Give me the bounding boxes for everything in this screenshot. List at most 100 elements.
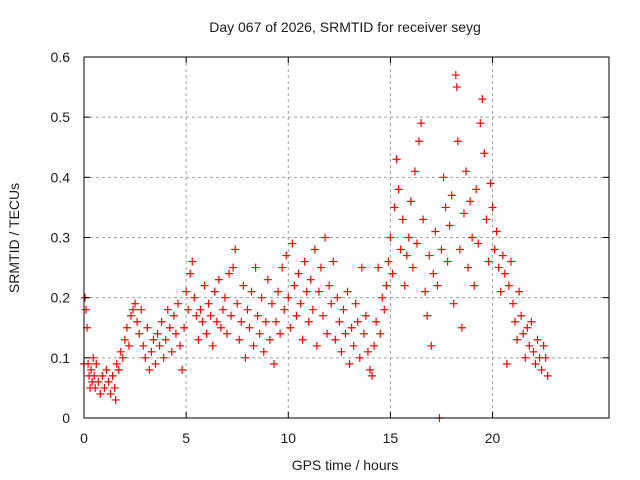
data-point (202, 329, 211, 338)
data-point (498, 251, 507, 260)
data-point (143, 323, 152, 332)
data-point (396, 245, 405, 254)
data-point (452, 83, 461, 92)
data-point (210, 287, 219, 296)
data-point (90, 371, 99, 380)
data-point (443, 257, 452, 266)
data-point (502, 359, 511, 368)
data-point (425, 251, 434, 260)
data-point (139, 341, 148, 350)
data-point (319, 311, 328, 320)
data-point (272, 317, 281, 326)
data-point (243, 305, 252, 314)
data-point (533, 335, 542, 344)
data-point (112, 359, 121, 368)
data-point (147, 347, 156, 356)
data-point (370, 341, 379, 350)
data-point (278, 263, 287, 272)
data-point (470, 281, 479, 290)
data-point (167, 347, 176, 356)
data-point (429, 269, 438, 278)
data-point (173, 299, 182, 308)
data-point (225, 269, 234, 278)
data-point (404, 233, 413, 242)
data-point (394, 185, 403, 194)
data-point (506, 257, 515, 266)
data-points (80, 71, 552, 422)
data-point (353, 317, 362, 326)
data-point (408, 263, 417, 272)
data-point (433, 281, 442, 290)
data-point (192, 311, 201, 320)
data-point (129, 305, 138, 314)
data-point (525, 341, 534, 350)
data-point (233, 299, 242, 308)
data-point (459, 209, 468, 218)
data-point (196, 305, 205, 314)
data-point (235, 335, 244, 344)
data-point (304, 317, 313, 326)
data-point (118, 353, 127, 362)
data-point (388, 269, 397, 278)
x-tick-label: 0 (80, 430, 88, 446)
data-point (208, 341, 217, 350)
data-point (392, 155, 401, 164)
data-point (500, 269, 509, 278)
data-point (126, 311, 135, 320)
data-point (419, 215, 428, 224)
data-point (410, 167, 419, 176)
data-point (368, 371, 377, 380)
y-tick-label: 0.6 (51, 49, 71, 65)
data-point (415, 137, 424, 146)
data-point (400, 281, 409, 290)
data-point (357, 263, 366, 272)
data-point (282, 251, 291, 260)
data-point (267, 299, 276, 308)
data-point (106, 389, 115, 398)
y-tick-label: 0.1 (51, 350, 71, 366)
data-point (335, 317, 344, 326)
data-point (131, 299, 140, 308)
data-point (314, 287, 323, 296)
data-point (333, 293, 342, 302)
data-point (462, 167, 471, 176)
data-point (374, 263, 383, 272)
data-point (296, 299, 305, 308)
data-point (472, 185, 481, 194)
data-point (474, 239, 483, 248)
data-point (171, 329, 180, 338)
data-point (96, 389, 105, 398)
data-point (87, 365, 96, 374)
data-point (447, 191, 456, 200)
axis-ticks (83, 56, 609, 419)
data-point (280, 305, 289, 314)
data-point (308, 305, 317, 314)
data-point (161, 335, 170, 344)
data-point (339, 305, 348, 314)
data-point (439, 173, 448, 182)
data-point (265, 335, 274, 344)
data-point (484, 257, 493, 266)
data-point (284, 293, 293, 302)
data-point (329, 257, 338, 266)
data-point (204, 299, 213, 308)
data-point (137, 305, 146, 314)
data-point (186, 269, 195, 278)
data-point (288, 239, 297, 248)
data-point (515, 287, 524, 296)
data-point (482, 215, 491, 224)
data-point (269, 359, 278, 368)
data-point (135, 329, 144, 338)
data-point (464, 263, 473, 272)
data-point (488, 203, 497, 212)
data-point (376, 329, 385, 338)
data-point (541, 353, 550, 362)
data-point (300, 257, 309, 266)
data-point (290, 281, 299, 290)
y-tick-label: 0.4 (51, 169, 71, 185)
data-point (486, 179, 495, 188)
data-point (341, 329, 350, 338)
data-point (200, 281, 209, 290)
data-point (188, 257, 197, 266)
data-point (184, 305, 193, 314)
